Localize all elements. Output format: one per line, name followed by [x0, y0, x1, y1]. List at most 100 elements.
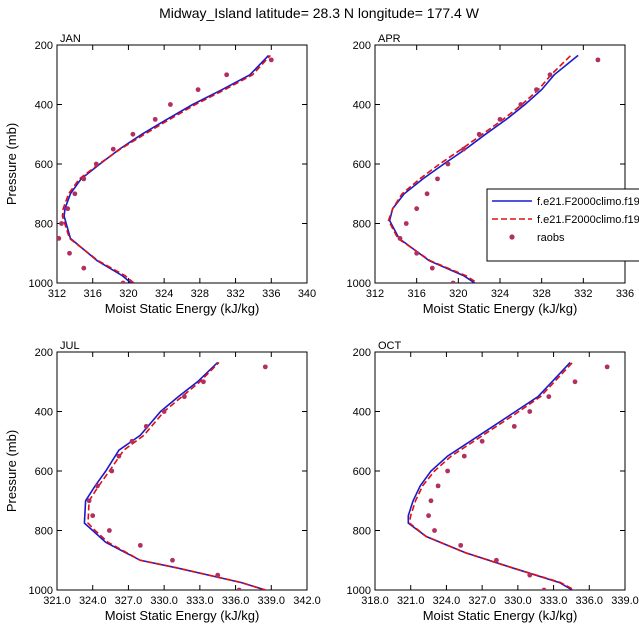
raobs-point — [129, 438, 135, 444]
x-tick-label: 324 — [491, 288, 509, 300]
raobs-point — [95, 483, 100, 489]
x-tick-label: 318.0 — [361, 595, 389, 607]
x-tick-label: 332 — [574, 288, 592, 300]
x-tick-label: 312 — [366, 288, 384, 300]
raobs-point — [59, 221, 64, 226]
raobs-point — [152, 116, 158, 122]
raobs-point — [201, 379, 206, 385]
raobs-point — [450, 280, 456, 283]
x-axis-label: Moist Static Energy (kJ/kg) — [105, 301, 260, 316]
x-tick-label: 327.0 — [115, 595, 143, 607]
x-axis-label: Moist Static Energy (kJ/kg) — [423, 301, 578, 316]
x-tick-label: 316 — [407, 288, 425, 300]
raobs-point — [397, 235, 403, 241]
y-tick-label: 200 — [353, 40, 371, 52]
raobs-point — [181, 394, 187, 400]
raobs-point — [572, 379, 578, 385]
y-tick-label: 800 — [35, 219, 53, 231]
raobs-point — [116, 453, 122, 459]
x-tick-label: 336 — [262, 288, 280, 300]
x-tick-label: 312 — [48, 288, 66, 300]
raobs-point — [120, 280, 126, 283]
x-axis-label: Moist Static Energy (kJ/kg) — [105, 608, 260, 623]
plot-frame — [374, 351, 626, 591]
panel-title: JUL — [60, 340, 80, 352]
x-tick-label: 332 — [226, 288, 244, 300]
y-axis-label: Pressure (mb) — [4, 430, 19, 512]
raobs-point — [167, 102, 173, 107]
x-tick-label: 324.0 — [79, 595, 107, 607]
legend-label: f.e21.F2000climo.f19 — [537, 214, 639, 226]
y-tick-label: 400 — [353, 407, 371, 419]
figure-title: Midway_Island latitude= 28.3 N longitude… — [159, 5, 480, 21]
y-tick-label: 1000 — [29, 278, 53, 290]
raobs-point — [595, 57, 601, 63]
y-tick-label: 200 — [353, 347, 371, 359]
panel-jul: JUL 321.0 324.0 327.0 330.0 333.0 336.0 339.0 34… — [4, 340, 321, 623]
raobs-point — [414, 250, 420, 256]
raobs-point — [445, 468, 451, 474]
x-tick-label: 321.0 — [397, 595, 425, 607]
raobs-point — [445, 161, 451, 167]
raobs-point — [72, 191, 78, 197]
raobs-point — [435, 483, 441, 489]
raobs-point — [268, 57, 274, 63]
series-line-dashed — [61, 54, 271, 283]
x-tick-label: 330.0 — [150, 595, 178, 607]
raobs-point — [67, 250, 72, 256]
raobs-point — [518, 102, 524, 107]
raobs-point — [497, 116, 503, 122]
raobs-point — [546, 394, 552, 400]
raobs-point — [429, 265, 435, 271]
x-tick-label: 328 — [532, 288, 550, 300]
panel-title: OCT — [378, 340, 402, 352]
plot-area — [57, 54, 274, 283]
raobs-point — [110, 146, 116, 152]
series-line-solid — [407, 361, 574, 590]
raobs-point — [403, 221, 409, 226]
raobs-point — [461, 453, 467, 459]
plot-area — [83, 361, 268, 590]
raobs-point — [215, 572, 221, 578]
raobs-point — [458, 542, 464, 548]
x-tick-label: 320 — [119, 288, 137, 300]
raobs-point — [93, 161, 99, 167]
chart-panels: JAN 312 316 320 324 328 332 336 340 200 400 600 800 1… — [4, 33, 639, 623]
raobs-point — [236, 587, 242, 590]
raobs-point — [494, 557, 499, 563]
series-line-dashed — [87, 361, 268, 590]
panel-apr: APR 312 316 320 324 328 332 336 200 400 600 800 1000… — [347, 33, 635, 316]
raobs-point — [428, 498, 434, 504]
raobs-point — [435, 176, 440, 182]
y-tick-label: 400 — [35, 407, 53, 419]
panel-title: APR — [378, 33, 401, 45]
y-tick-label: 1000 — [29, 585, 53, 597]
y-tick-label: 600 — [353, 466, 371, 478]
raobs-point — [224, 72, 230, 78]
y-tick-label: 400 — [35, 100, 53, 112]
x-tick-label: 336.0 — [576, 595, 604, 607]
y-tick-label: 800 — [353, 526, 371, 538]
y-tick-label: 400 — [353, 100, 371, 112]
raobs-point — [81, 176, 87, 182]
y-tick-label: 200 — [35, 347, 53, 359]
plot-area — [387, 54, 601, 283]
x-tick-label: 342.0 — [293, 595, 321, 607]
y-tick-label: 800 — [353, 219, 371, 231]
raobs-point — [527, 572, 533, 578]
raobs-point — [137, 542, 143, 548]
x-tick-label: 328 — [191, 288, 209, 300]
y-tick-label: 600 — [35, 466, 53, 478]
raobs-point — [106, 528, 112, 533]
raobs-point — [86, 498, 92, 504]
series-line-dashed — [387, 54, 572, 283]
legend-label: raobs — [537, 232, 565, 244]
plot-area — [407, 361, 610, 590]
x-tick-label: 339.0 — [611, 595, 639, 607]
x-tick-label: 327.0 — [468, 595, 496, 607]
y-tick-label: 800 — [35, 526, 53, 538]
raobs-point — [527, 409, 533, 414]
raobs-point — [479, 438, 485, 444]
x-tick-label: 336.0 — [222, 595, 250, 607]
